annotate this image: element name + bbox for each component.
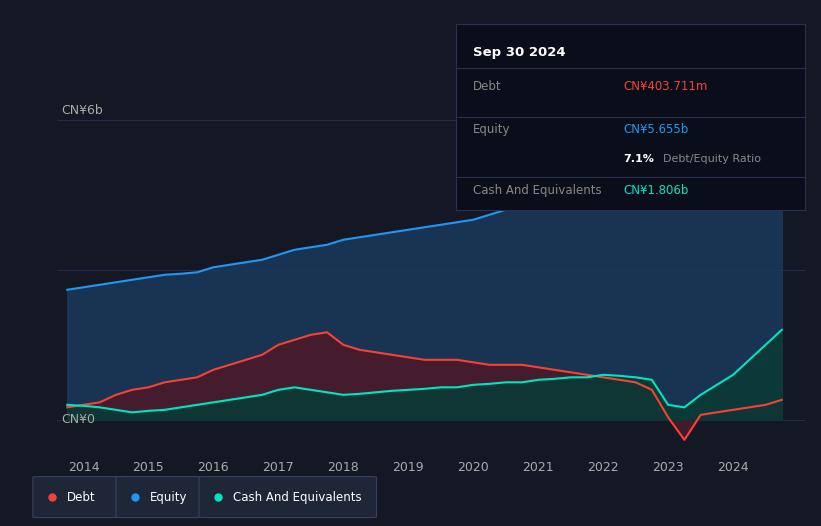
- Text: CN¥1.806b: CN¥1.806b: [623, 184, 689, 197]
- FancyBboxPatch shape: [33, 477, 120, 518]
- Text: Sep 30 2024: Sep 30 2024: [473, 46, 566, 59]
- Text: 7.1%: 7.1%: [623, 155, 654, 165]
- Text: Cash And Equivalents: Cash And Equivalents: [233, 491, 361, 503]
- FancyBboxPatch shape: [199, 477, 377, 518]
- Text: CN¥5.655b: CN¥5.655b: [623, 123, 688, 136]
- Text: Equity: Equity: [473, 123, 511, 136]
- FancyBboxPatch shape: [116, 477, 203, 518]
- Text: Cash And Equivalents: Cash And Equivalents: [473, 184, 602, 197]
- Text: Debt: Debt: [67, 491, 95, 503]
- Text: CN¥403.711m: CN¥403.711m: [623, 80, 708, 93]
- Text: Equity: Equity: [150, 491, 187, 503]
- Text: CN¥0: CN¥0: [62, 412, 95, 426]
- Text: Debt/Equity Ratio: Debt/Equity Ratio: [663, 155, 761, 165]
- Text: CN¥6b: CN¥6b: [62, 104, 103, 117]
- Text: Debt: Debt: [473, 80, 502, 93]
